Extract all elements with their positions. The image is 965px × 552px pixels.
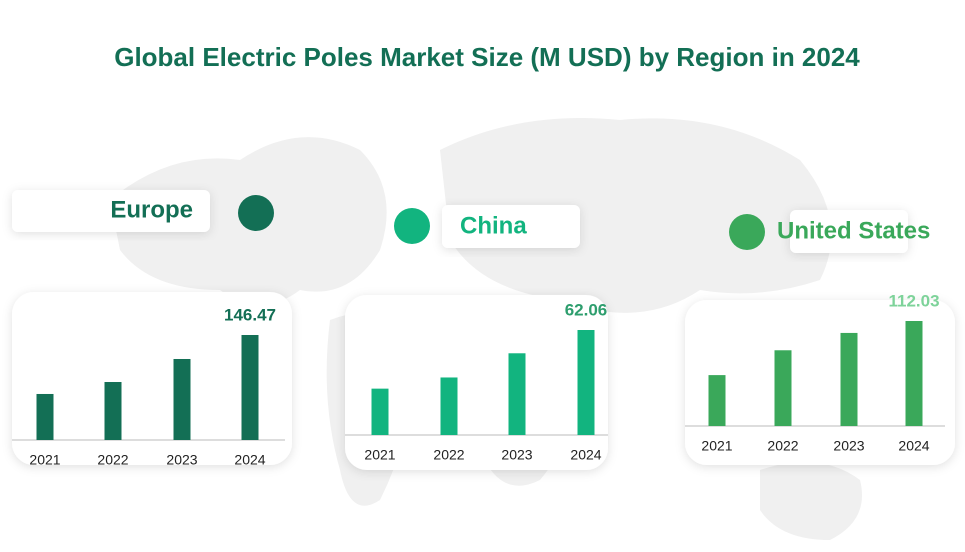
chart-card <box>685 300 955 465</box>
charts: Europe 2021 2022 2023 2024 146.47 China 2021 202… <box>12 190 955 470</box>
x-tick-label: 2022 <box>767 438 798 454</box>
chart-card <box>12 292 292 465</box>
x-tick-label: 2022 <box>97 452 128 468</box>
x-tick-label: 2022 <box>433 447 464 463</box>
region-label-box <box>12 190 210 232</box>
x-tick-label: 2024 <box>570 447 601 463</box>
value-label: 112.03 <box>888 291 939 310</box>
x-tick-label: 2023 <box>501 447 532 463</box>
region-chart: Europe 2021 2022 2023 2024 146.47 <box>12 190 292 468</box>
bar <box>371 388 389 435</box>
page-title: Global Electric Poles Market Size (M USD… <box>114 42 860 72</box>
x-tick-label: 2021 <box>29 452 60 468</box>
x-tick-label: 2024 <box>898 438 929 454</box>
bar <box>708 375 726 426</box>
region-label-box <box>442 205 580 248</box>
bar <box>508 353 526 435</box>
bar <box>840 332 858 426</box>
x-tick-label: 2023 <box>833 438 864 454</box>
region-marker <box>394 208 430 244</box>
value-label: 62.06 <box>565 300 608 319</box>
region-marker <box>729 214 765 250</box>
bar <box>774 350 792 426</box>
bar <box>241 335 259 440</box>
region-name: China <box>460 212 527 239</box>
x-tick-label: 2021 <box>701 438 732 454</box>
x-tick-label: 2024 <box>234 452 265 468</box>
region-label-box <box>790 210 908 253</box>
region-name: United States <box>777 217 930 244</box>
region-chart: United States 2021 2022 2023 2024 112.03 <box>685 210 955 465</box>
bar <box>440 377 458 435</box>
x-tick-label: 2023 <box>166 452 197 468</box>
bar <box>173 358 191 440</box>
bar <box>905 321 923 426</box>
region-chart: China 2021 2022 2023 2024 62.06 <box>345 205 608 470</box>
region-marker <box>238 195 274 231</box>
x-tick-label: 2021 <box>364 447 395 463</box>
value-label: 146.47 <box>224 305 276 324</box>
bar <box>36 393 54 440</box>
chart-card <box>345 295 608 470</box>
region-name: Europe <box>110 196 193 223</box>
bar <box>577 330 595 435</box>
bar <box>104 382 122 440</box>
